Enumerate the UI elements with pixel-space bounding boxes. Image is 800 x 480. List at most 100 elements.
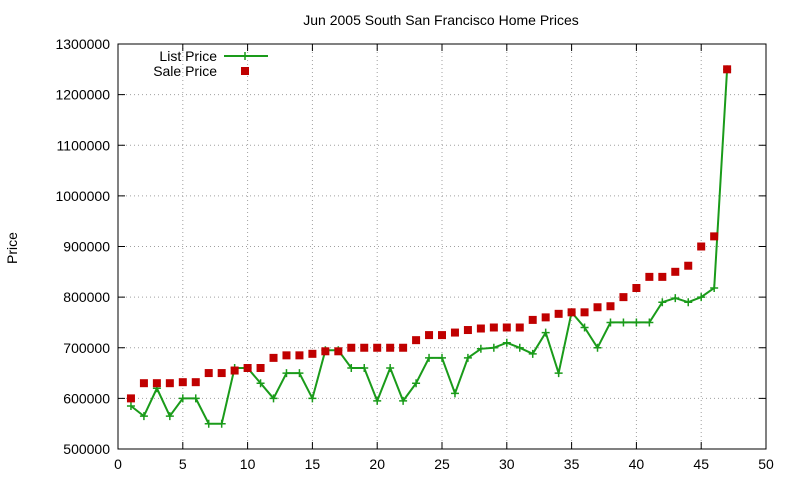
sale-price-point <box>438 331 446 340</box>
sale-price-point <box>204 369 213 378</box>
list-price-point <box>308 394 317 403</box>
sale-price-point <box>710 232 719 241</box>
y-tick-label: 1300000 <box>55 36 110 52</box>
sale-price-point <box>671 267 680 276</box>
list-price-point <box>463 353 472 362</box>
sale-price-point <box>217 369 226 378</box>
list-price-point <box>360 364 369 372</box>
sale-price-point <box>554 309 563 318</box>
series-layer <box>126 65 732 428</box>
legend-label-sale-price: Sale Price <box>153 63 217 79</box>
sale-price-point <box>282 351 291 360</box>
y-tick-label: 1200000 <box>55 87 110 103</box>
list-price-point <box>515 343 524 352</box>
sale-price-point <box>191 378 200 387</box>
list-price-point <box>450 389 459 398</box>
list-price-point <box>710 284 719 293</box>
sale-price-point <box>645 272 654 281</box>
chart-title: Jun 2005 South San Francisco Home Prices <box>303 12 578 28</box>
list-price-point <box>489 343 498 352</box>
legend-marker-list-price <box>241 52 249 60</box>
y-tick-label: 700000 <box>63 340 110 356</box>
list-price-point <box>438 353 446 362</box>
y-tick-label: 1100000 <box>57 137 111 153</box>
x-tick-label: 20 <box>369 456 385 472</box>
y-tick-label: 600000 <box>63 390 110 406</box>
sale-price-point <box>697 242 706 251</box>
list-price-point <box>126 401 135 410</box>
sale-price-point <box>373 343 382 352</box>
list-price-point <box>139 412 148 421</box>
list-price-point <box>580 323 589 332</box>
sale-price-point <box>528 315 537 324</box>
sale-price-point <box>606 302 615 311</box>
list-price-point <box>606 318 615 327</box>
y-tick-label: 900000 <box>63 239 110 255</box>
sale-price-point <box>256 364 265 372</box>
list-price-point <box>295 369 304 378</box>
list-price-point <box>619 318 628 327</box>
x-tick-label: 40 <box>629 456 645 472</box>
x-tick-label: 30 <box>499 456 515 472</box>
list-price-point <box>593 343 602 352</box>
x-tick-label: 0 <box>114 456 122 472</box>
sale-price-point <box>723 65 732 74</box>
list-price-point <box>554 369 563 378</box>
sale-price-point <box>632 284 641 293</box>
sale-price-point <box>463 326 472 335</box>
sale-price-point <box>152 379 161 388</box>
x-tick-label: 5 <box>179 456 187 472</box>
sale-price-point <box>567 308 576 317</box>
y-tick-label: 800000 <box>63 289 110 305</box>
sale-price-point <box>321 347 330 356</box>
sale-price-point <box>308 349 317 358</box>
list-price-point <box>256 379 265 388</box>
list-price-point <box>476 344 485 353</box>
list-price-point <box>658 298 667 307</box>
sale-price-point <box>386 343 395 352</box>
list-price-point <box>282 369 291 378</box>
list-price-point <box>386 364 395 372</box>
x-tick-label: 45 <box>693 456 709 472</box>
list-price-point <box>541 328 550 337</box>
legend: List Price Sale Price <box>153 48 268 79</box>
legend-label-list-price: List Price <box>159 48 217 64</box>
sale-price-point <box>360 343 369 352</box>
sale-price-point <box>178 378 187 387</box>
list-price-point <box>178 394 187 403</box>
list-price-point <box>399 396 408 405</box>
list-price-point <box>697 293 706 302</box>
list-price-point <box>204 419 213 428</box>
grid-lines <box>118 44 766 449</box>
x-tick-label: 50 <box>758 456 774 472</box>
x-tick-label: 10 <box>240 456 256 472</box>
sale-price-point <box>502 323 511 332</box>
sale-price-point <box>126 394 135 403</box>
list-price-point <box>425 353 434 362</box>
sale-price-point <box>658 272 667 281</box>
sale-price-point <box>619 293 628 302</box>
sale-price-point <box>230 366 239 375</box>
x-tick-label: 15 <box>305 456 321 472</box>
x-tick-label: 25 <box>434 456 450 472</box>
sale-price-point <box>476 324 485 333</box>
sale-price-point <box>399 343 408 352</box>
sale-price-point <box>450 328 459 337</box>
sale-price-point <box>347 343 356 352</box>
sale-price-point <box>334 347 343 356</box>
list-price-point <box>217 419 226 428</box>
sale-price-point <box>165 379 174 388</box>
sale-price-point <box>295 351 304 360</box>
list-price-point <box>347 364 356 372</box>
sale-price-point <box>269 353 278 362</box>
y-tick-label: 500000 <box>63 441 110 457</box>
list-price-point <box>645 318 654 327</box>
y-tick-label: 1000000 <box>55 188 110 204</box>
sale-price-point <box>243 364 252 372</box>
list-price-point <box>191 394 200 403</box>
sale-price-point <box>541 313 550 322</box>
y-axis-label: Price <box>4 232 20 264</box>
legend-marker-sale-price <box>241 67 249 75</box>
list-price-point <box>165 412 174 421</box>
